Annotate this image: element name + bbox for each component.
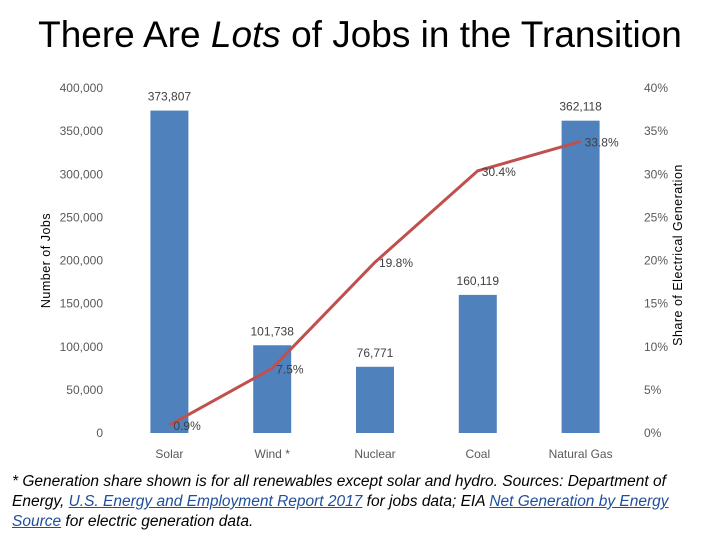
bar-value-label: 373,807 (148, 90, 192, 104)
y2-tick-label: 15% (644, 297, 668, 311)
generation-share-line (168, 140, 582, 427)
bar-value-label: 160,119 (457, 274, 500, 288)
footnote-text-1: * Generation share shown is for all rene… (12, 473, 666, 510)
title-emphasis: Lots (210, 14, 281, 55)
y-tick-label: 400,000 (60, 81, 104, 95)
y-tick-label: 150,000 (60, 297, 104, 311)
bar (356, 366, 394, 433)
y-tick-label: 250,000 (60, 210, 104, 224)
footnote-text-2: for jobs data; EIA (362, 493, 490, 510)
title-text-after: of Jobs in the Transition (280, 14, 682, 55)
bar-value-label: 101,738 (251, 324, 295, 338)
x-category-label: Coal (465, 447, 490, 461)
line-value-label: 19.8% (379, 256, 413, 270)
bar-value-label: 362,118 (559, 100, 602, 114)
footnote: * Generation share shown is for all rene… (12, 472, 712, 532)
x-category-label: Solar (155, 447, 183, 461)
eia-net-generation-link[interactable]: Net Generation by Energy Source (12, 493, 669, 530)
y2-axis-title: Share of Electrical Generation (671, 164, 685, 346)
bar (561, 120, 600, 434)
line-value-label: 0.9% (173, 419, 201, 433)
line-value-label: 33.8% (585, 135, 619, 149)
y-tick-label: 200,000 (60, 254, 104, 268)
y-tick-label: 0 (96, 426, 103, 440)
bar-value-label: 76,771 (357, 346, 394, 360)
bar (458, 294, 497, 433)
bar (253, 345, 292, 433)
y2-tick-label: 25% (644, 210, 668, 224)
bar (150, 110, 189, 433)
x-category-label: Nuclear (354, 447, 395, 461)
y2-tick-label: 30% (644, 167, 668, 181)
page-title: There Are Lots of Jobs in the Transition (0, 14, 720, 56)
y-tick-label: 350,000 (60, 124, 104, 138)
jobs-and-generation-chart: 0 50,000 100,000 150,000 200,000 250,000 300,0… (39, 81, 685, 461)
y2-tick-label: 35% (644, 124, 668, 138)
y-tick-label: 100,000 (60, 340, 104, 354)
y-axis-title: Number of Jobs (39, 213, 53, 308)
y2-tick-label: 40% (644, 81, 668, 95)
y2-tick-label: 10% (644, 340, 668, 354)
y2-tick-label: 20% (644, 254, 668, 268)
footnote-text-3: for electric generation data. (61, 513, 254, 530)
y2-tick-label: 5% (644, 383, 662, 397)
y-tick-label: 50,000 (66, 383, 103, 397)
title-text-before: There Are (38, 14, 211, 55)
line-value-label: 30.4% (482, 165, 516, 179)
y2-tick-label: 0% (644, 426, 662, 440)
y-tick-label: 300,000 (60, 167, 104, 181)
x-category-label: Natural Gas (549, 447, 613, 461)
line-value-label: 7.5% (276, 362, 304, 376)
x-category-label: Wind * (255, 447, 291, 461)
energy-employment-report-link[interactable]: U.S. Energy and Employment Report 2017 (68, 493, 363, 510)
